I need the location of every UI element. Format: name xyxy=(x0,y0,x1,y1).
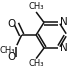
Text: N: N xyxy=(60,17,68,27)
Text: CH₃: CH₃ xyxy=(0,46,15,55)
Text: CH₃: CH₃ xyxy=(28,59,44,68)
Text: O: O xyxy=(8,52,16,62)
Text: CH₃: CH₃ xyxy=(28,2,44,11)
Text: O: O xyxy=(8,19,16,29)
Text: N: N xyxy=(60,43,68,53)
